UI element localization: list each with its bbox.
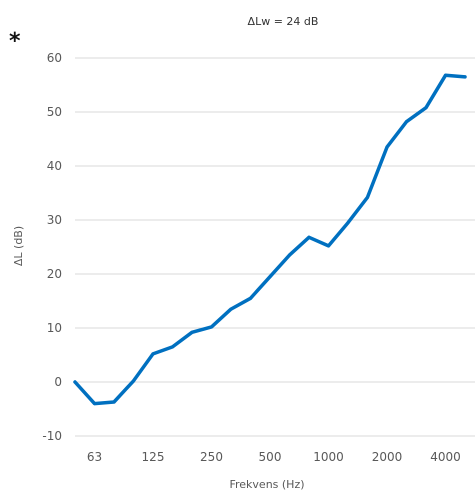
data-point [288, 253, 291, 257]
chart-title: ΔLw = 24 dB [248, 15, 319, 28]
x-tick-label: 4000 [430, 450, 461, 464]
data-point [385, 145, 389, 149]
y-tick-label: -10 [42, 429, 62, 443]
x-tick-label: 63 [87, 450, 102, 464]
y-tick-label: 0 [54, 375, 62, 389]
x-tick-label: 125 [142, 450, 165, 464]
data-point [249, 296, 252, 300]
data-point [366, 195, 369, 199]
series-line [73, 73, 467, 406]
data-point [444, 73, 447, 77]
x-axis-tick-labels: 63 125 250 500 1000 2000 4000 [87, 450, 461, 464]
data-point [268, 275, 272, 279]
x-axis-title: Frekvens (Hz) [229, 478, 304, 491]
data-point [307, 235, 311, 239]
y-tick-label: 30 [47, 213, 62, 227]
asterisk-marker: * [9, 29, 21, 54]
y-axis-title: ΔL (dB) [12, 226, 25, 266]
data-point [229, 307, 233, 311]
series-layer [73, 73, 467, 406]
y-tick-label: 20 [47, 267, 62, 281]
y-tick-label: 50 [47, 105, 62, 119]
x-tick-label: 500 [259, 450, 282, 464]
data-point [405, 120, 408, 124]
data-point [151, 352, 155, 356]
data-point [73, 380, 77, 384]
y-axis-tick-labels: -10 0 10 20 30 40 50 60 [42, 51, 62, 443]
data-point [424, 106, 428, 110]
data-point [346, 221, 350, 225]
y-tick-label: 40 [47, 159, 62, 173]
data-point [210, 325, 213, 329]
data-point [93, 402, 96, 406]
data-point [190, 330, 194, 334]
data-point [132, 379, 135, 383]
y-tick-label: 10 [47, 321, 62, 335]
data-point [112, 400, 116, 404]
x-tick-label: 250 [200, 450, 223, 464]
data-point [463, 75, 467, 79]
data-point [171, 345, 174, 349]
x-tick-label: 1000 [313, 450, 344, 464]
data-point [327, 244, 330, 248]
x-tick-label: 2000 [372, 450, 403, 464]
grid-lines [75, 57, 475, 437]
y-tick-label: 60 [47, 51, 62, 65]
